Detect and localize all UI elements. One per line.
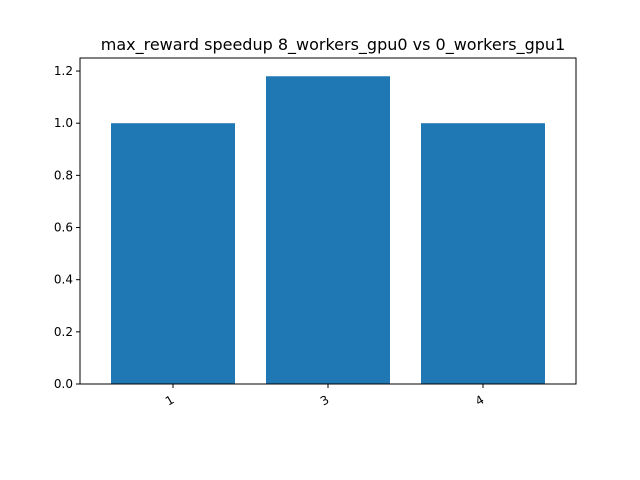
bar-3 <box>266 76 390 385</box>
chart-title: max_reward speedup 8_workers_gpu0 vs 0_w… <box>101 35 566 55</box>
x-tick-label: 4 <box>473 392 487 408</box>
bars-group <box>111 76 545 385</box>
y-tick-label: 0.4 <box>54 273 73 287</box>
y-tick-label: 0.6 <box>54 221 73 235</box>
x-tick-label: 3 <box>318 392 332 408</box>
y-axis: 0.0 0.2 0.4 0.6 0.8 1.0 1.2 <box>54 64 80 391</box>
y-tick-label: 0.8 <box>54 168 73 182</box>
y-tick-label: 0.0 <box>54 377 73 391</box>
x-tick-label: 1 <box>163 392 177 408</box>
y-tick-label: 0.2 <box>54 325 73 339</box>
y-tick-label: 1.2 <box>54 64 73 78</box>
y-tick-label: 1.0 <box>54 116 73 130</box>
x-axis: 1 3 4 <box>163 384 487 408</box>
plot-frame <box>79 57 577 385</box>
bar-4 <box>421 123 545 384</box>
bar-1 <box>111 123 235 384</box>
